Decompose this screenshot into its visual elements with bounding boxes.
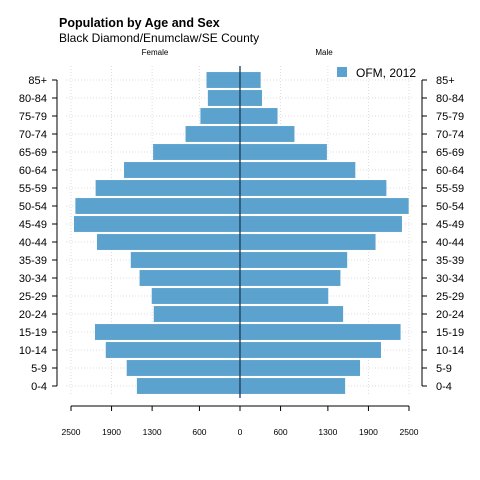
bar-female-75-79 [199,107,241,125]
right-category-label: 45-49 [436,219,464,231]
right-category-label: 30-34 [436,273,464,285]
x-tick-label: 600 [273,427,287,437]
left-category-label: 60-64 [19,165,47,177]
bar-female-40-44 [96,233,241,251]
bar-male-70-74 [239,125,296,143]
bar-male-10-14 [239,341,382,359]
x-tick-label: 1900 [359,427,378,437]
bar-female-25-29 [151,287,241,305]
bars-layer [73,66,410,398]
left-category-label: 55-59 [19,183,47,195]
right-category-label: 85+ [436,75,455,87]
bar-male-60-64 [239,161,356,179]
x-tick-label: 2500 [400,427,419,437]
bar-male-45-49 [239,215,403,233]
left-category-label: 30-34 [19,273,47,285]
bar-male-55-59 [239,179,387,197]
legend-label: OFM, 2012 [356,66,416,80]
legend: OFM, 2012 [337,66,416,80]
bar-male-75-79 [239,107,279,125]
bar-male-20-24 [239,305,344,323]
bar-female-65-69 [152,143,241,161]
bar-female-20-24 [153,305,241,323]
right-category-label: 75-79 [436,111,464,123]
bar-male-50-54 [239,197,410,215]
female-label: Female [142,48,169,57]
right-category-label: 35-39 [436,255,464,267]
right-category-label: 5-9 [436,363,452,375]
male-label: Male [315,48,333,57]
bar-male-30-34 [239,269,342,287]
right-category-label: 40-44 [436,237,464,249]
left-category-label: 10-14 [19,345,47,357]
bar-female-10-14 [105,341,241,359]
bar-female-60-64 [123,161,241,179]
bar-female-50-54 [74,197,241,215]
left-category-label: 15-19 [19,327,47,339]
left-category-label: 50-54 [19,201,47,213]
right-category-label: 15-19 [436,327,464,339]
right-category-label: 25-29 [436,291,464,303]
bar-female-85+ [205,71,241,89]
left-category-label: 25-29 [19,291,47,303]
bar-female-80-84 [207,89,241,107]
left-category-label: 20-24 [19,309,47,321]
x-tick-label: 1300 [318,427,337,437]
left-category-label: 80-84 [19,93,47,105]
right-category-label: 55-59 [436,183,464,195]
x-tick-label: 1300 [143,427,162,437]
bar-female-15-19 [94,323,241,341]
x-tick-label: 600 [192,427,206,437]
bar-female-55-59 [95,179,241,197]
chart-subtitle: Black Diamond/Enumclaw/SE County [59,31,259,45]
bar-female-0-4 [136,377,241,395]
legend-swatch [337,67,347,77]
right-category-label: 50-54 [436,201,464,213]
bar-male-25-29 [239,287,329,305]
left-category-label: 85+ [28,75,47,87]
left-category-label: 70-74 [19,129,47,141]
left-category-label: 65-69 [19,147,47,159]
right-category-label: 0-4 [436,381,452,393]
right-category-label: 65-69 [436,147,464,159]
right-category-label: 60-64 [436,165,464,177]
axes-layer: 0-4 0-4 5-9 5-9 10-14 10-14 15-19 15-19 20-24 20-… [19,75,464,437]
bar-female-5-9 [126,359,241,377]
bar-male-65-69 [239,143,328,161]
bar-female-30-34 [138,269,241,287]
left-category-label: 35-39 [19,255,47,267]
left-category-label: 45-49 [19,219,47,231]
x-tick-label: 0 [238,427,243,437]
bar-female-45-49 [73,215,241,233]
bar-male-85+ [239,71,262,89]
bar-male-40-44 [239,233,377,251]
right-category-label: 10-14 [436,345,464,357]
x-tick-label: 1900 [102,427,121,437]
chart-title: Population by Age and Sex [59,16,220,30]
x-tick-label: 2500 [62,427,81,437]
bar-male-15-19 [239,323,402,341]
left-category-label: 5-9 [31,363,47,375]
bar-male-80-84 [239,89,263,107]
bar-male-35-39 [239,251,348,269]
bar-male-5-9 [239,359,361,377]
bar-female-70-74 [184,125,241,143]
left-category-label: 40-44 [19,237,47,249]
bar-male-0-4 [239,377,346,395]
bar-female-35-39 [130,251,241,269]
right-category-label: 70-74 [436,129,464,141]
right-category-label: 20-24 [436,309,464,321]
left-category-label: 0-4 [31,381,47,393]
left-category-label: 75-79 [19,111,47,123]
right-category-label: 80-84 [436,93,464,105]
